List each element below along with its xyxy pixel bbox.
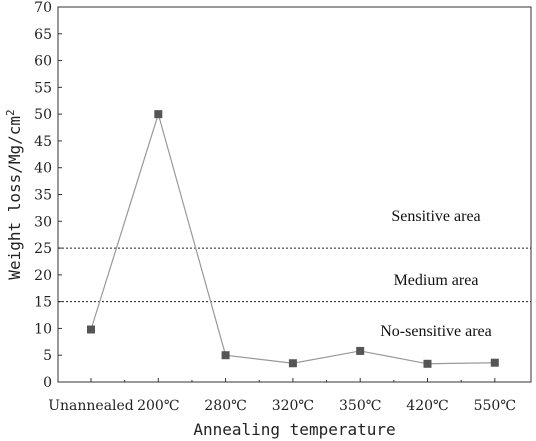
y-tick-label: 5 xyxy=(43,348,52,364)
x-axis-ticks: Unannealed 200℃ 280℃ 320℃ 350℃ 420℃ 550℃ xyxy=(48,378,516,414)
data-point xyxy=(154,110,163,119)
x-tick-label: 320℃ xyxy=(272,398,314,414)
data-point xyxy=(423,359,432,368)
y-axis-title: Weight loss/Mg/cm2 xyxy=(4,109,24,279)
data-point xyxy=(490,358,499,367)
y-tick-label: 25 xyxy=(34,241,52,257)
region-label: Medium area xyxy=(394,272,479,289)
x-tick-label: 420℃ xyxy=(406,398,448,414)
region-labels: Sensitive area Medium area No-sensitive ar… xyxy=(380,208,492,340)
data-point xyxy=(87,325,95,334)
threshold-lines xyxy=(58,247,531,303)
y-tick-label: 35 xyxy=(34,188,52,204)
y-tick-label: 30 xyxy=(34,214,52,230)
y-tick-label: 50 xyxy=(34,107,52,123)
y-tick-label: 0 xyxy=(43,375,52,391)
y-axis-ticks: 0 5 10 15 20 25 30 35 40 45 50 55 60 65 70 xyxy=(34,0,62,391)
y-axis-title-main: Weight loss/Mg/cm xyxy=(5,116,24,280)
x-tick-label: 350℃ xyxy=(339,398,381,414)
y-tick-label: 65 xyxy=(34,27,52,43)
x-tick-label: 280℃ xyxy=(204,398,246,414)
data-point xyxy=(288,359,297,368)
y-tick-label: 10 xyxy=(34,321,52,337)
region-label: Sensitive area xyxy=(391,208,480,225)
y-tick-label: 40 xyxy=(34,161,52,177)
y-axis-title-superscript: 2 xyxy=(4,109,17,116)
data-point xyxy=(356,346,365,355)
x-tick-label: Unannealed xyxy=(48,398,134,414)
y-tick-label: 45 xyxy=(34,134,52,150)
data-point xyxy=(221,351,230,360)
y-tick-label: 20 xyxy=(34,268,52,284)
x-tick-label: 550℃ xyxy=(474,398,516,414)
x-tick-label: 200℃ xyxy=(137,398,179,414)
x-axis-title: Annealing temperature xyxy=(193,420,395,439)
y-tick-label: 60 xyxy=(34,54,52,70)
y-tick-label: 70 xyxy=(34,0,52,16)
y-tick-label: 55 xyxy=(34,80,52,96)
data-series xyxy=(87,110,499,368)
region-label: No-sensitive area xyxy=(380,323,492,340)
y-tick-label: 15 xyxy=(34,295,52,311)
